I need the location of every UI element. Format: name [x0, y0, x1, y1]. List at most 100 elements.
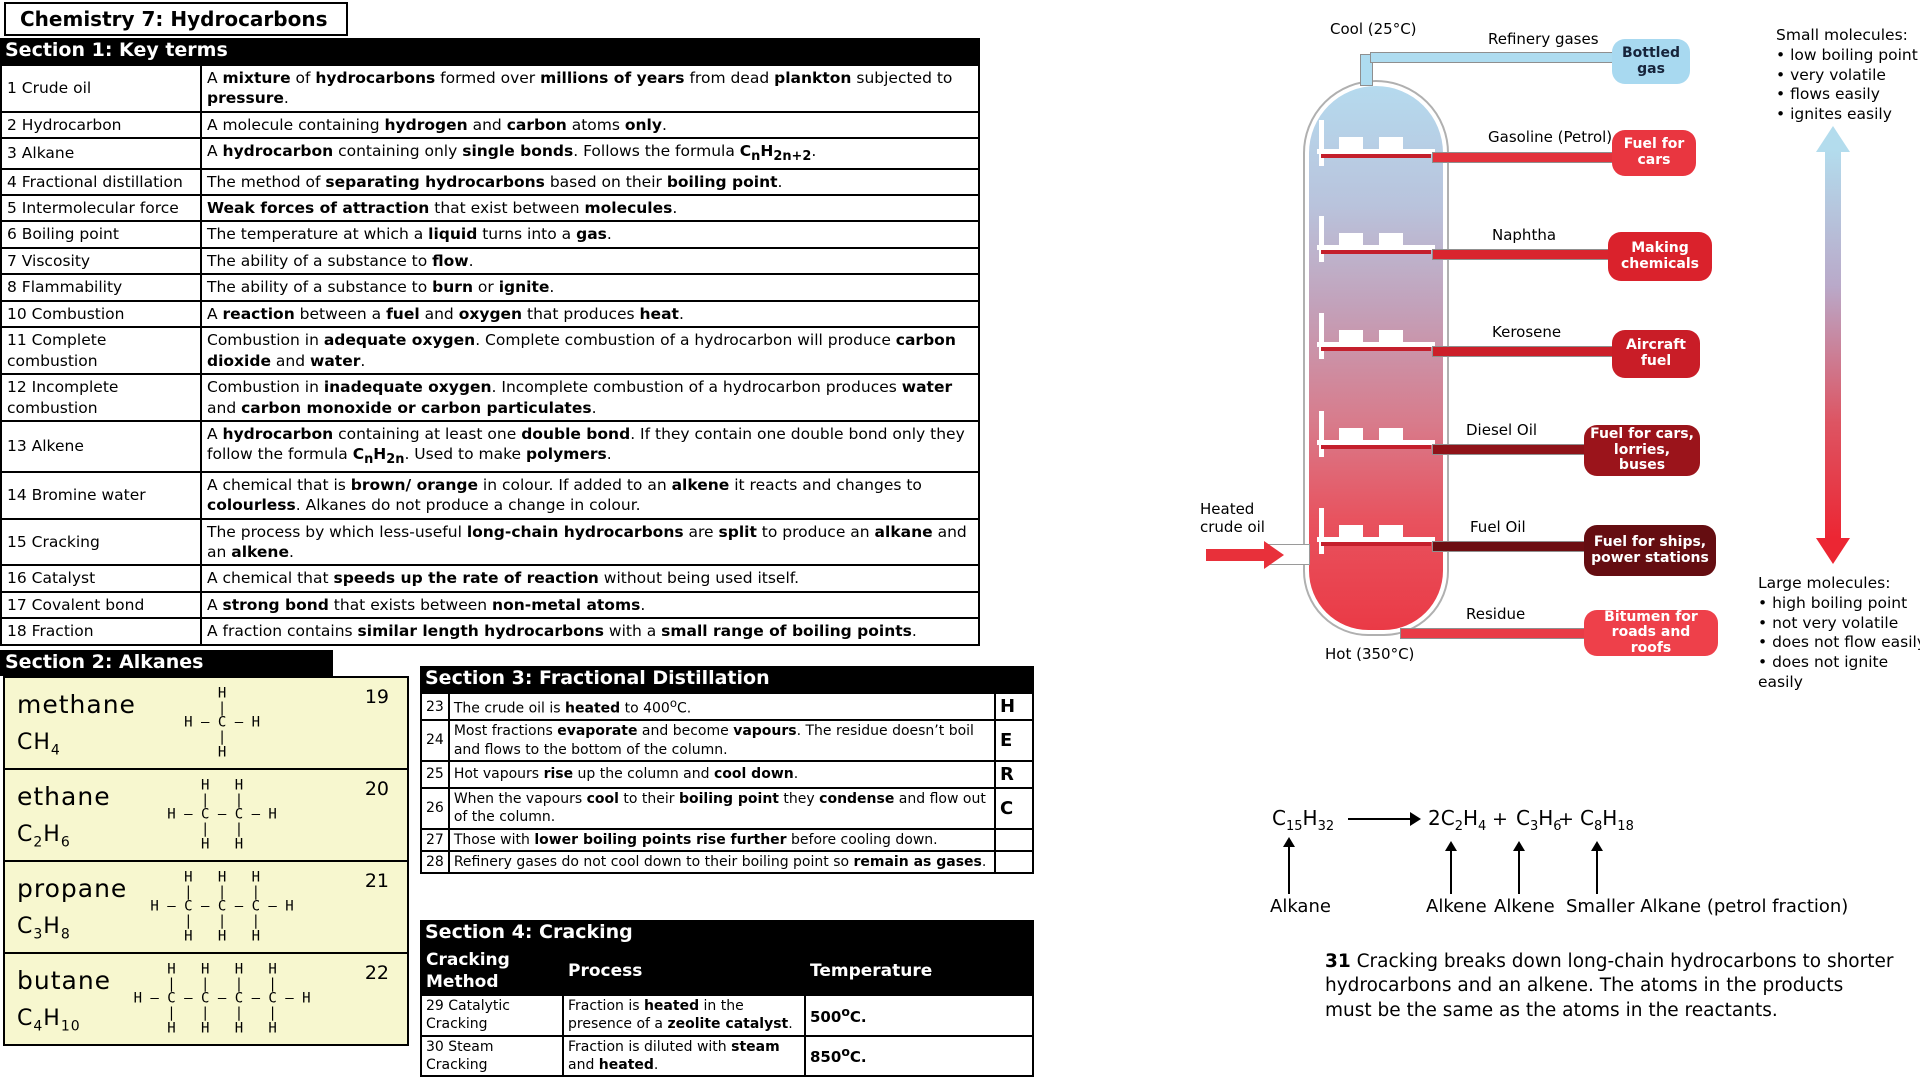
note-item: low boiling point	[1776, 46, 1920, 66]
label-arrow	[1513, 841, 1525, 894]
column-header-row: Cracking Method Process Temperature	[420, 945, 1034, 997]
bubble-cap-tray	[1317, 411, 1435, 457]
section-3-fractional-distillation: Section 3: Fractional Distillation 23 The…	[420, 666, 1034, 874]
plus-sign: +	[1558, 808, 1574, 830]
cool-temperature-label: Cool (25°C)	[1330, 20, 1417, 38]
table-row: 7 Viscosity The ability of a substance to…	[0, 246, 980, 276]
term-cell: 10 Combustion	[0, 299, 202, 329]
residue-pipe	[1400, 628, 1588, 639]
refinery-gases-pipe	[1370, 52, 1618, 63]
section-4-cracking: Section 4: Cracking Cracking Method Proc…	[420, 920, 1034, 1077]
table-row: 1 Crude oil A mixture of hydrocarbons for…	[0, 64, 980, 113]
product-box-bottled-gas: Bottled gas	[1612, 39, 1690, 84]
note-item: very volatile	[1776, 66, 1920, 86]
term-cell: 7 Viscosity	[0, 246, 202, 276]
term-cell: 16 Catalyst	[0, 564, 202, 593]
feed-arrow-head	[1264, 541, 1284, 569]
table-row: 26 When the vapours cool to their boiling…	[420, 787, 1034, 830]
equation-product: 2C2H4	[1428, 806, 1487, 834]
definition-cell: The ability of a substance to burn or ig…	[200, 273, 980, 302]
heated-crude-oil-label: Heated crude oil	[1200, 500, 1265, 536]
bubble-cap-tray	[1317, 120, 1435, 166]
table-row: 12 Incomplete combustion Combustion in in…	[0, 373, 980, 423]
key-terms-table: 1 Crude oil A mixture of hydrocarbons for…	[0, 64, 980, 646]
equation-product: C8H18	[1580, 806, 1634, 834]
definition-cell: The process by which less-useful long-ch…	[200, 517, 980, 567]
alkane-name: ethane	[17, 782, 111, 811]
mnemonic-letter: E	[994, 719, 1034, 762]
structural-formula: H H H | | | H — C — C — C — H | | | H H …	[150, 869, 294, 945]
fractional-distillation-table: 23 The crude oil is heated to 400oC. H 24 M…	[420, 691, 1034, 874]
label-arrow	[1445, 841, 1457, 894]
gasoline-pipe	[1432, 152, 1614, 163]
fraction-label: Refinery gases	[1488, 30, 1599, 48]
molecule-size-arrow	[1825, 150, 1841, 538]
section-4-header: Section 4: Cracking	[420, 920, 1034, 946]
table-row: 24 Most fractions evaporate and become va…	[420, 719, 1034, 762]
table-row: 29 Catalytic Cracking Fraction is heated…	[420, 994, 1034, 1037]
fraction-label: Kerosene	[1492, 323, 1562, 341]
alkane-name: methane	[17, 690, 136, 719]
cracking-note: 31 Cracking breaks down long-chain hydro…	[1325, 951, 1894, 1021]
term-cell: 2 Hydrocarbon	[0, 110, 202, 140]
molecule-size-arrow-up	[1816, 126, 1850, 152]
term-cell: 4 Fractional distillation	[0, 167, 202, 196]
product-box-fuel-for-cars: Fuel for cars	[1612, 130, 1696, 176]
term-cell: 12 Incomplete combustion	[0, 373, 202, 423]
fractionating-column	[1303, 80, 1449, 636]
alkane-card-butane: butane C4H10 22 H H H H | | | | H — C — …	[3, 952, 409, 1046]
method-cell: 30 Steam Cracking	[420, 1034, 564, 1077]
term-cell: 18 Fraction	[0, 617, 202, 646]
product-box-fuel-cars-lorries-buses: Fuel for cars, lorries, buses	[1584, 425, 1700, 476]
note-item: ignites easily	[1776, 105, 1920, 125]
column-header: Process	[562, 945, 806, 997]
mnemonic-letter: R	[994, 759, 1034, 790]
column-gradient	[1309, 86, 1443, 630]
bubble-cap-tray	[1317, 508, 1435, 554]
equation-label: Smaller Alkane (petrol fraction)	[1566, 896, 1849, 917]
fraction-label: Residue	[1466, 605, 1526, 623]
table-row: 10 Combustion A reaction between a fuel a…	[0, 299, 980, 329]
definition-cell: A strong bond that exists between non-me…	[200, 590, 980, 620]
fraction-label: Naphtha	[1492, 226, 1557, 244]
table-row: 3 Alkane A hydrocarbon containing only si…	[0, 137, 980, 170]
table-row: 17 Covalent bond A strong bond that exist…	[0, 590, 980, 620]
statement-cell: When the vapours cool to their boiling p…	[447, 787, 997, 830]
row-number: 23	[420, 691, 450, 722]
table-row: 30 Steam Cracking Fraction is diluted wi…	[420, 1034, 1034, 1077]
alkane-name: butane	[17, 966, 112, 995]
term-cell: 13 Alkene	[0, 420, 202, 473]
statement-cell: Refinery gases do not cool down to their…	[447, 849, 997, 874]
alkane-card-ethane: ethane C2H6 20 H H | | H — C — C — H | |…	[3, 768, 409, 862]
refinery-gas-pipe-stub	[1360, 54, 1373, 86]
definition-cell: A fraction contains similar length hydro…	[200, 617, 980, 646]
table-row: 18 Fraction A fraction contains similar l…	[0, 617, 980, 646]
question-number: 19	[364, 686, 389, 708]
mnemonic-letter	[994, 849, 1034, 874]
note-item: not very volatile	[1758, 614, 1920, 634]
reaction-arrow-head	[1410, 812, 1421, 826]
structural-formula: H H | | H — C — C — H | | H H	[167, 777, 277, 853]
cracking-table: Cracking Method Process Temperature 29 C…	[420, 945, 1034, 1077]
table-row: 15 Cracking The process by which less-use…	[0, 517, 980, 567]
alkane-card-propane: propane C3H8 21 H H H | | | H — C — C — …	[3, 860, 409, 954]
kerosene-pipe	[1432, 346, 1614, 357]
hot-temperature-label: Hot (350°C)	[1325, 645, 1415, 663]
note-item: does not ignite easily	[1758, 653, 1920, 693]
term-cell: 5 Intermolecular force	[0, 193, 202, 223]
alkane-formula: C4H10	[17, 1005, 81, 1034]
definition-cell: Combustion in inadequate oxygen. Incompl…	[200, 373, 980, 423]
row-number: 24	[420, 719, 450, 762]
large-molecules-note: Large molecules: high boiling point not …	[1758, 574, 1920, 693]
table-row: 2 Hydrocarbon A molecule containing hydro…	[0, 110, 980, 140]
page-title-text: Chemistry 7: Hydrocarbons	[20, 7, 328, 31]
table-row: 4 Fractional distillation The method of s…	[0, 167, 980, 196]
process-cell: Fraction is diluted with steam and heate…	[562, 1034, 806, 1077]
mnemonic-letter	[994, 827, 1034, 852]
definition-cell: A hydrocarbon containing only single bon…	[200, 137, 980, 170]
statement-cell: Hot vapours rise up the column and cool …	[447, 759, 997, 790]
definition-cell: Combustion in adequate oxygen. Complete …	[200, 326, 980, 376]
alkane-card-methane: methane CH4 19 H | H — C — H | H	[3, 676, 409, 770]
row-number: 26	[420, 787, 450, 830]
